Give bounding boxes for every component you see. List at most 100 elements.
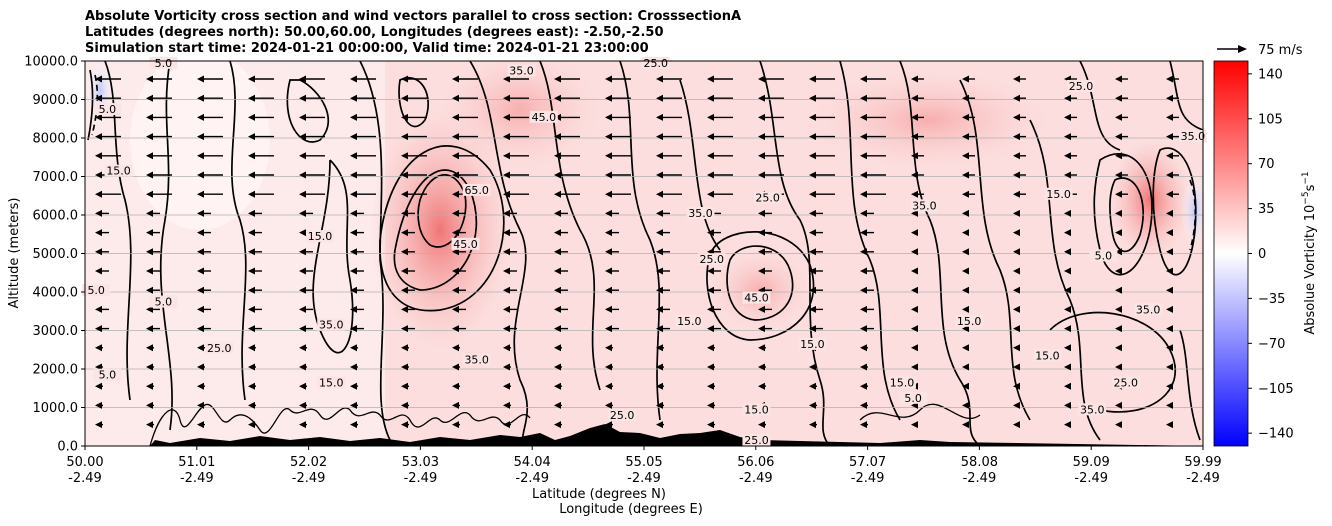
wind-vector-head xyxy=(758,267,765,275)
wind-vector-head xyxy=(95,209,102,217)
wind-vector-head xyxy=(299,421,306,429)
contour-label-bg xyxy=(529,110,558,123)
wind-vector-head xyxy=(554,94,561,102)
colorbar-tick-label: −105 xyxy=(1258,382,1294,397)
wind-vector-head xyxy=(707,286,714,294)
contour-label-bg xyxy=(1078,403,1107,416)
wind-vector-head xyxy=(860,171,867,179)
wind-vector-head xyxy=(656,344,663,352)
wind-vector-head xyxy=(554,190,561,198)
x-tick-label-lon: -2.49 xyxy=(627,471,661,486)
wind-vector-head xyxy=(248,267,255,275)
wind-vector-head xyxy=(299,152,306,160)
contour-label: 35.0 xyxy=(464,353,489,366)
wind-vector-head xyxy=(962,267,969,275)
contour-label-bg xyxy=(104,164,133,177)
wind-vector-head xyxy=(299,75,306,83)
contour-label-bg xyxy=(608,409,637,422)
wind-vector-head xyxy=(452,248,459,256)
colorbar-tick-label: 35 xyxy=(1258,202,1275,217)
wind-vector-head xyxy=(656,401,663,409)
wind-vector-head xyxy=(401,75,408,83)
x-tick-label-lon: -2.49 xyxy=(963,471,997,486)
contour-label-bg xyxy=(317,376,346,389)
wind-vector-head xyxy=(605,94,612,102)
y-tick-label: 8000.0 xyxy=(33,132,79,147)
contour-label: 45.0 xyxy=(532,111,557,124)
wind-vector-head xyxy=(452,75,459,83)
wind-vector-head xyxy=(1115,421,1122,429)
wind-vector-head xyxy=(962,190,969,198)
wind-vector-head xyxy=(401,421,408,429)
wind-vector-head xyxy=(1115,94,1122,102)
wind-vector-head xyxy=(146,286,153,294)
wind-vector-head xyxy=(1115,325,1122,333)
wind-vector-head xyxy=(401,363,408,371)
wind-vector-head xyxy=(809,363,816,371)
contour-label: 15.0 xyxy=(308,230,333,243)
wind-vector-head xyxy=(1115,133,1122,141)
wind-vector-head xyxy=(401,344,408,352)
wind-vector-head xyxy=(401,382,408,390)
wind-vector-head xyxy=(452,305,459,313)
wind-vector-head xyxy=(95,344,102,352)
wind-vector-head xyxy=(554,363,561,371)
x-tick-label-lon: -2.49 xyxy=(404,471,438,486)
contour-label-bg xyxy=(149,295,178,308)
wind-vector-head xyxy=(656,363,663,371)
wind-vector-head xyxy=(554,171,561,179)
wind-vector-head xyxy=(656,305,663,313)
colorbar-ticks: 140 105 70 35 0 −35 −70 −105 −140 xyxy=(1248,67,1294,442)
wind-vector-head xyxy=(554,248,561,256)
wind-vector-head xyxy=(1013,209,1020,217)
wind-vector-head xyxy=(197,305,204,313)
contour-label: 15.0 xyxy=(957,315,982,328)
wind-vector-head xyxy=(401,305,408,313)
wind-vector-head xyxy=(962,286,969,294)
wind-vector-head xyxy=(554,344,561,352)
wind-vector-head xyxy=(299,209,306,217)
wind-vector-head xyxy=(503,229,510,237)
wind-vector-head xyxy=(197,363,204,371)
contour-label-bg xyxy=(93,368,122,381)
contour-label-bg xyxy=(910,199,939,212)
wind-vector-head xyxy=(605,363,612,371)
wind-vector-head xyxy=(1064,133,1071,141)
contour-label-bg xyxy=(317,318,346,331)
contour-label-bg xyxy=(887,376,916,389)
wind-vector-head xyxy=(707,382,714,390)
wind-vector-head xyxy=(911,363,918,371)
wind-vector-head xyxy=(503,421,510,429)
wind-vector-head xyxy=(146,344,153,352)
quiver-key-label: 75 m/s xyxy=(1258,43,1303,58)
wind-vector-head xyxy=(503,113,510,121)
wind-vector-head xyxy=(146,305,153,313)
wind-vector-head xyxy=(962,133,969,141)
wind-vector-head xyxy=(248,382,255,390)
x-axis-label-lat: Latitude (degrees N) xyxy=(532,487,666,502)
wind-vector-head xyxy=(299,190,306,198)
wind-vector-head xyxy=(95,75,102,83)
x-tick-label-lon: -2.49 xyxy=(515,471,549,486)
wind-vector-head xyxy=(95,190,102,198)
wind-vector-head xyxy=(248,75,255,83)
contour-label-bg xyxy=(462,183,491,196)
wind-vector-head xyxy=(1013,94,1020,102)
wind-vector-head xyxy=(605,75,612,83)
wind-vector-head xyxy=(962,305,969,313)
wind-vector-head xyxy=(452,209,459,217)
contour-label: 5.0 xyxy=(87,284,105,297)
wind-vector-head xyxy=(248,248,255,256)
wind-vector-head xyxy=(248,209,255,217)
wind-vector-head xyxy=(248,133,255,141)
wind-vector-head xyxy=(1166,113,1173,121)
wind-vector-head xyxy=(350,229,357,237)
wind-vector-head xyxy=(962,94,969,102)
wind-vector-head xyxy=(146,113,153,121)
contour-label-bg xyxy=(507,64,536,77)
wind-vector-head xyxy=(1013,401,1020,409)
wind-vector-head xyxy=(248,305,255,313)
wind-vector-head xyxy=(503,344,510,352)
wind-vector-head xyxy=(197,113,204,121)
wind-vector-head xyxy=(146,171,153,179)
